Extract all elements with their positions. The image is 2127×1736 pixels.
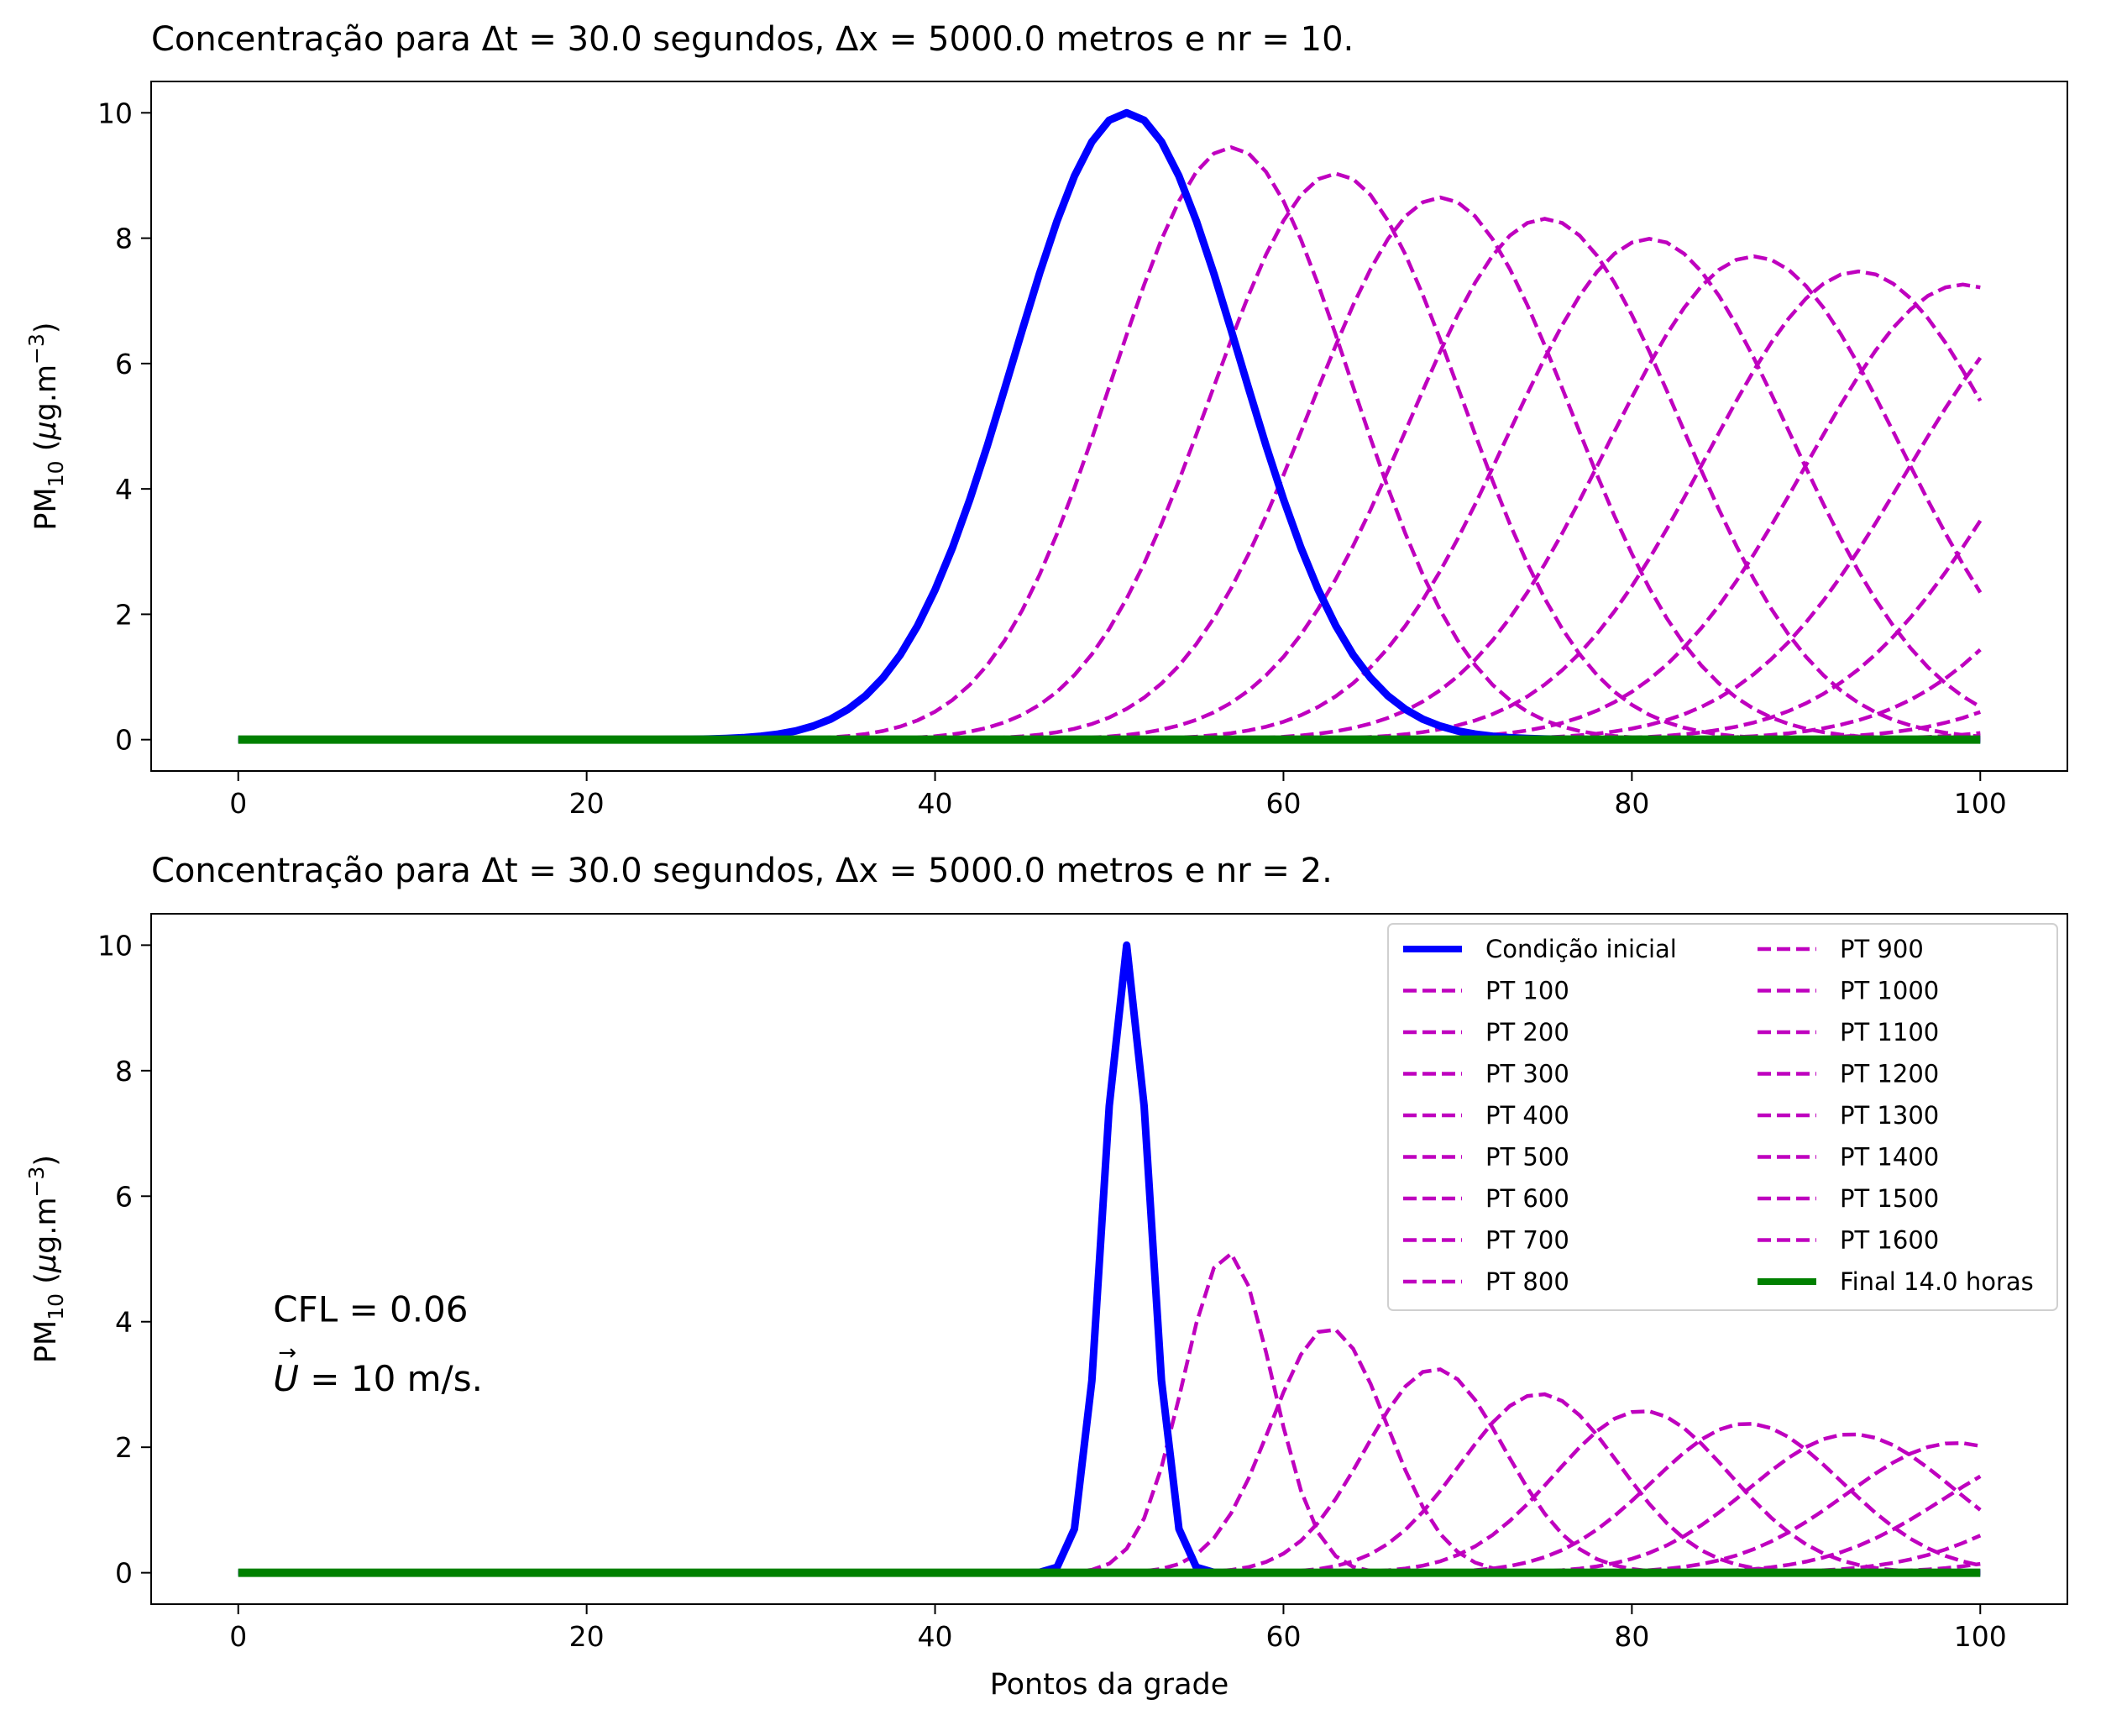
chart-top: Concentração para Δt = 30.0 segundos, Δx… [24,20,2067,820]
legend-label: PT 1300 [1840,1101,1939,1130]
y-axis-label: PM10 (μg.m−3) [24,1155,68,1363]
legend-label: PT 800 [1485,1267,1569,1296]
x-tick-label: 60 [1265,1620,1301,1653]
legend-label: PT 1200 [1840,1060,1939,1088]
x-tick-label: 40 [918,787,953,820]
legend-label: PT 1600 [1840,1226,1939,1255]
series-line-pt-700 [238,1434,1981,1573]
y-tick-label: 6 [115,348,133,380]
chart-title: Concentração para Δt = 30.0 segundos, Δx… [151,852,1333,890]
x-tick-label: 0 [229,787,247,820]
y-tick-label: 10 [97,97,133,129]
legend-label: Condição inicial [1485,935,1677,963]
x-tick-label: 80 [1614,787,1649,820]
legend-label: PT 1500 [1840,1184,1939,1213]
legend-label: PT 600 [1485,1184,1569,1213]
legend-label: Final 14.0 horas [1840,1267,2034,1296]
y-tick-label: 2 [115,1431,133,1464]
legend-label: PT 400 [1485,1101,1569,1130]
series-line-pt-900 [238,1476,1981,1573]
annotation-cfl: CFL = 0.06 [273,1289,468,1330]
series-line-pt-100 [238,147,1981,739]
y-tick-label: 6 [115,1180,133,1213]
legend-label: PT 500 [1485,1143,1569,1172]
legend: Condição inicial PT 100 PT 200 PT 300 PT 400… [1388,924,2057,1310]
series-line-pt-300 [238,1370,1981,1573]
y-tick-label: 2 [115,598,133,631]
x-tick-label: 20 [569,787,605,820]
y-tick-label: 4 [115,1306,133,1339]
x-tick-label: 60 [1265,787,1301,820]
x-tick-label: 20 [569,1620,605,1653]
series-line-pt-400 [238,1394,1981,1573]
legend-label: PT 1000 [1840,977,1939,1005]
y-tick-label: 4 [115,473,133,506]
legend-label: PT 100 [1485,977,1569,1005]
series-line-pt-500 [238,239,1981,739]
y-tick-label: 8 [115,1055,133,1088]
series-line-initial [238,113,1981,739]
series-line-pt-200 [238,1330,1981,1572]
x-tick-label: 0 [229,1620,247,1653]
series-line-pt-500 [238,1411,1981,1572]
x-tick-label: 100 [1954,1620,2007,1653]
chart-bottom: Concentração para Δt = 30.0 segundos, Δx… [24,852,2067,1702]
x-axis-label: Pontos da grade [990,1668,1229,1702]
series-line-pt-600 [238,256,1981,740]
legend-label: PT 300 [1485,1060,1569,1088]
annotation-arrow: → [278,1340,296,1366]
legend-label: PT 1100 [1840,1018,1939,1046]
annotation-velocity: U = 10 m/s. [273,1358,483,1399]
y-tick-label: 10 [97,929,133,962]
legend-label: PT 1400 [1840,1143,1939,1172]
plot-area [238,113,1981,739]
y-tick-label: 8 [115,223,133,255]
legend-label: PT 700 [1485,1226,1569,1255]
series-line-pt-600 [238,1424,1981,1572]
y-axis-label: PM10 (μg.m−3) [24,322,68,530]
series-line-pt-200 [238,174,1981,740]
x-tick-label: 100 [1954,787,2007,820]
chart-title: Concentração para Δt = 30.0 segundos, Δx… [151,20,1354,59]
legend-label: PT 900 [1840,935,1924,963]
y-tick-label: 0 [115,724,133,757]
series-line-pt-300 [238,197,1981,740]
x-tick-label: 80 [1614,1620,1649,1653]
series-line-pt-1000 [238,1535,1981,1572]
series-line-pt-1100 [238,650,1981,740]
x-tick-label: 40 [918,1620,953,1653]
legend-label: PT 200 [1485,1018,1569,1046]
axes-frame [151,81,2067,771]
y-tick-label: 0 [115,1557,133,1590]
